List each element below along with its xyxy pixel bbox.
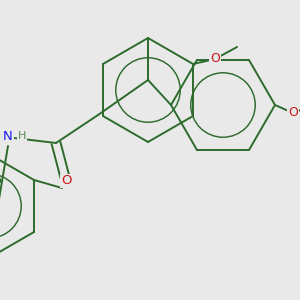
Text: O: O <box>210 52 220 65</box>
Text: O: O <box>61 175 71 188</box>
Text: O: O <box>288 106 298 119</box>
Text: N: N <box>3 130 13 142</box>
Text: H: H <box>18 131 26 141</box>
